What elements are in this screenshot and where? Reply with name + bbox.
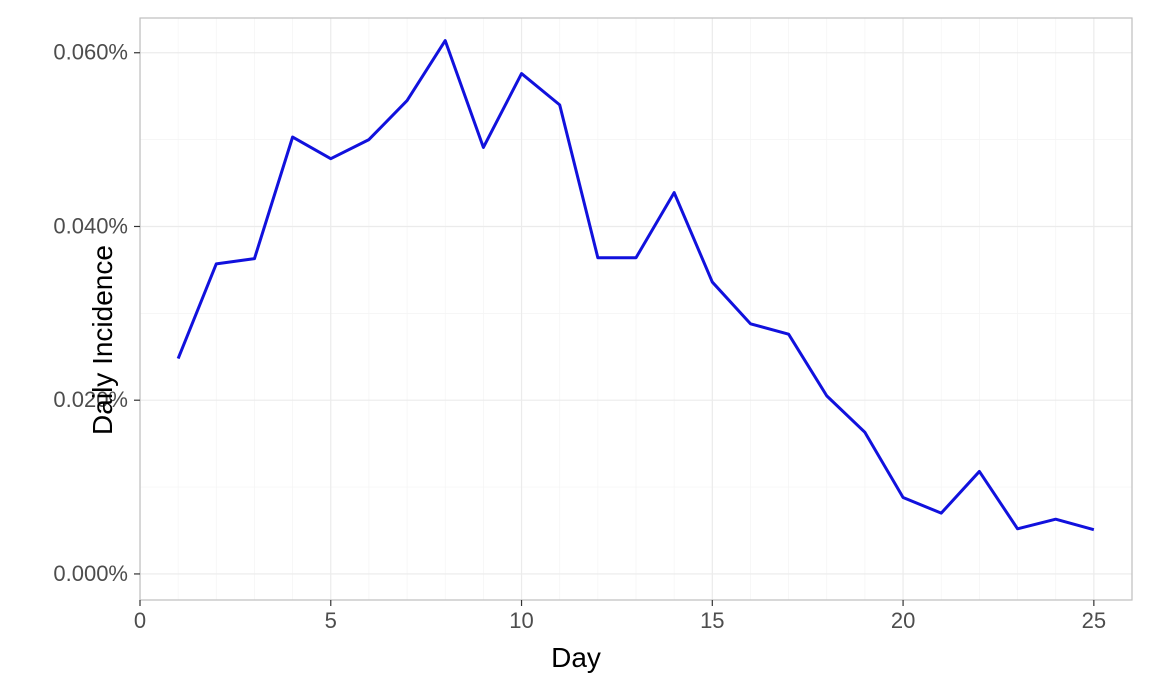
x-tick-label: 15: [700, 608, 724, 633]
x-axis-label: Day: [0, 642, 1152, 674]
line-chart: 05101520250.000%0.020%0.040%0.060%: [0, 0, 1152, 680]
x-tick-label: 5: [325, 608, 337, 633]
x-tick-label: 10: [509, 608, 533, 633]
x-tick-label: 25: [1082, 608, 1106, 633]
x-tick-label: 0: [134, 608, 146, 633]
y-tick-label: 0.000%: [53, 561, 128, 586]
chart-container: 05101520250.000%0.020%0.040%0.060% Daily…: [0, 0, 1152, 680]
x-tick-label: 20: [891, 608, 915, 633]
y-axis-label: Daily Incidence: [87, 245, 119, 435]
y-tick-label: 0.040%: [53, 213, 128, 238]
y-tick-label: 0.060%: [53, 40, 128, 65]
